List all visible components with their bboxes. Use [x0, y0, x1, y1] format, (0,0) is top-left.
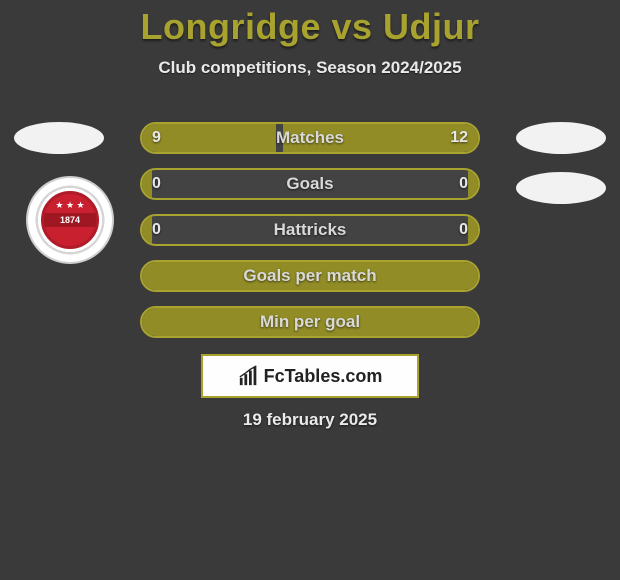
- stat-bar-hattricks: 0 Hattricks 0: [140, 214, 480, 246]
- stat-value-left: 0: [152, 170, 161, 200]
- crest-stars-icon: ★ ★ ★: [44, 200, 96, 211]
- club-crest-left: ★ ★ ★ 1874: [26, 176, 114, 264]
- player-badge-right: [516, 122, 606, 154]
- page-subtitle: Club competitions, Season 2024/2025: [0, 58, 620, 78]
- bar-fill-full: [142, 308, 478, 336]
- bar-chart-icon: [238, 365, 260, 387]
- stat-label: Hattricks: [142, 216, 478, 244]
- crest-inner: ★ ★ ★ 1874: [41, 191, 99, 249]
- stat-value-left: 0: [152, 216, 161, 246]
- bar-fill-right: [283, 124, 478, 152]
- footer-date: 19 february 2025: [0, 410, 620, 430]
- player-badge-left: [14, 122, 104, 154]
- stat-value-right: 0: [459, 170, 468, 200]
- stat-bar-min-per-goal: Min per goal: [140, 306, 480, 338]
- stat-bars: 9 Matches 12 0 Goals 0 0 Hattricks 0 Goa…: [140, 122, 480, 352]
- bar-fill-right: [468, 216, 478, 244]
- stat-value-right: 12: [450, 124, 468, 154]
- stat-label: Goals: [142, 170, 478, 198]
- bar-fill-left: [142, 124, 276, 152]
- branding-text: FcTables.com: [264, 366, 383, 387]
- page-title: Longridge vs Udjur: [0, 6, 620, 48]
- bar-fill-full: [142, 262, 478, 290]
- bar-fill-left: [142, 170, 152, 198]
- stat-bar-goals-per-match: Goals per match: [140, 260, 480, 292]
- stat-bar-goals: 0 Goals 0: [140, 168, 480, 200]
- club-badge-right: [516, 172, 606, 204]
- stat-value-right: 0: [459, 216, 468, 246]
- stat-bar-matches: 9 Matches 12: [140, 122, 480, 154]
- bar-fill-left: [142, 216, 152, 244]
- stat-value-left: 9: [152, 124, 161, 154]
- bar-fill-right: [468, 170, 478, 198]
- crest-year: 1874: [44, 213, 96, 227]
- branding-link[interactable]: FcTables.com: [201, 354, 419, 398]
- comparison-card: Longridge vs Udjur Club competitions, Se…: [0, 0, 620, 580]
